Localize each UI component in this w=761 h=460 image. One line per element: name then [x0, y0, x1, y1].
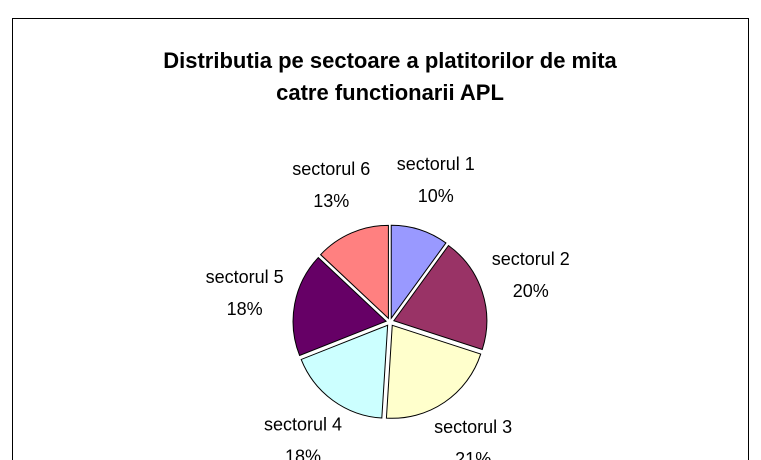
slice-value-label: 18% [285, 446, 321, 460]
slice-category-label: sectorul 6 [292, 159, 370, 179]
slice-category-label: sectorul 5 [206, 267, 284, 287]
pie-slice [385, 324, 482, 419]
slice-value-label: 10% [418, 186, 454, 206]
pie-slice [319, 224, 389, 320]
slice-value-label: 21% [455, 449, 491, 460]
slice-value-label: 18% [227, 299, 263, 319]
slice-category-label: sectorul 3 [434, 417, 512, 437]
pie-slice [392, 244, 488, 351]
pie-slice [390, 224, 447, 320]
slice-category-label: sectorul 1 [397, 154, 475, 174]
chart-title: Distributia pe sectoare a platitorilor d… [163, 48, 617, 73]
pie-slice [292, 256, 387, 357]
slice-category-label: sectorul 2 [492, 249, 570, 269]
slice-value-label: 20% [513, 281, 549, 301]
slice-category-label: sectorul 4 [264, 414, 342, 434]
pie-slice [300, 324, 389, 419]
slice-value-label: 13% [313, 191, 349, 211]
chart-title: catre functionarii APL [276, 80, 504, 105]
